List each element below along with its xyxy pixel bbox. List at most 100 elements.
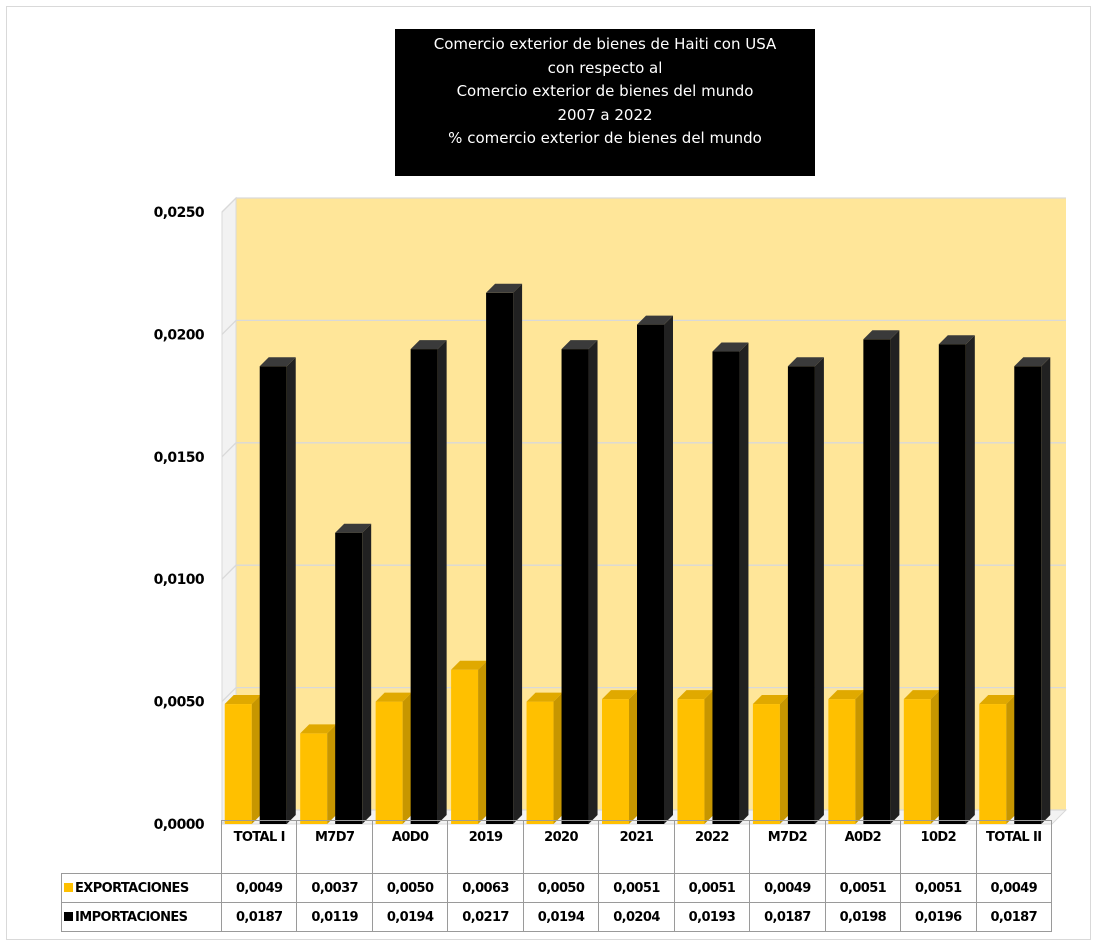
category-header-row: TOTAL I M7D7 A0D0 2019 2020 2021 2022 M7D2 A0D2 1… [62, 820, 1052, 874]
bar-top [938, 335, 975, 345]
y-axis-tick-labels: 0,0000 0,0050 0,0100 0,0150 0,0200 0,0250 [154, 205, 206, 833]
y-tick-label: 0,0250 [154, 205, 205, 221]
bar-exportaciones [300, 724, 337, 824]
bar-front [259, 366, 287, 824]
bar-top [979, 695, 1016, 705]
title-line: % comercio exterior de bienes del mundo [448, 129, 762, 147]
bar-exportaciones [224, 695, 261, 824]
data-cell: 0,0194 [522, 902, 600, 932]
y-tick-label: 0,0100 [154, 572, 205, 588]
bar-exportaciones [526, 692, 563, 824]
bar-side [402, 692, 412, 824]
bar-exportaciones [828, 690, 865, 824]
bar-side [362, 523, 372, 824]
bar-side [327, 724, 337, 824]
bar-front [863, 339, 891, 824]
data-cell: 0,0217 [447, 902, 524, 932]
bar-front [561, 349, 589, 824]
bar-front [787, 366, 815, 824]
bar-front [637, 324, 664, 824]
bar-top [677, 690, 714, 700]
bar-importaciones [410, 340, 447, 824]
title-line: Comercio exterior de bienes del mundo [456, 82, 754, 100]
data-cell: 0,0051 [598, 873, 675, 903]
category-label: 2019 [447, 820, 524, 874]
bar-top [486, 283, 523, 293]
bar-side [588, 340, 598, 824]
bar-side [779, 695, 789, 824]
bar-front [410, 349, 438, 824]
legend-label: EXPORTACIONES [75, 880, 189, 896]
chart-title: Comercio exterior de bienes de Haiti con… [395, 29, 815, 176]
bar-side [437, 340, 447, 824]
bar-front [677, 699, 705, 824]
bar-importaciones [712, 342, 749, 824]
bar-top [828, 690, 865, 700]
y-tick-label: 0,0200 [154, 327, 205, 343]
bar-front [486, 292, 514, 824]
bar-top [903, 690, 940, 700]
category-label: TOTAL I [220, 820, 298, 874]
bar-front [903, 699, 931, 824]
bar-top [602, 690, 638, 700]
category-label: A0D2 [824, 820, 902, 874]
bar-top [712, 342, 749, 352]
bar-top [752, 695, 789, 705]
bar-exportaciones [979, 695, 1016, 824]
bar-exportaciones [602, 690, 638, 824]
bars [224, 283, 1051, 824]
bar-top [259, 357, 296, 367]
data-cell: 0,0194 [371, 902, 449, 932]
bar-top [526, 692, 563, 702]
legend-swatch [64, 882, 73, 892]
category-label: M7D2 [749, 820, 826, 874]
category-label: 2022 [673, 820, 751, 874]
bar-side [890, 330, 900, 824]
data-cell: 0,0187 [749, 902, 826, 932]
legend-label: IMPORTACIONES [75, 909, 188, 925]
data-cell: 0,0204 [598, 902, 675, 932]
bar-front [712, 351, 740, 824]
bar-front [602, 699, 629, 824]
bar-top [224, 695, 261, 705]
category-label: 2020 [522, 820, 600, 874]
y-tick-label: 0,0050 [154, 695, 205, 711]
bar-front [938, 344, 966, 824]
table-corner [62, 821, 222, 874]
category-label: 2021 [598, 820, 675, 874]
bar-side [855, 690, 865, 824]
bar-top [410, 340, 447, 350]
bar-front [752, 704, 780, 824]
bar-front [828, 699, 856, 824]
bar-importaciones [486, 283, 523, 824]
category-label: A0D0 [371, 820, 449, 874]
title-line: 2007 a 2022 [557, 105, 653, 124]
bar-front [224, 704, 252, 824]
data-table: TOTAL I M7D7 A0D0 2019 2020 2021 2022 M7D2 A0D2 1… [61, 820, 1052, 932]
bar-importaciones [938, 335, 975, 824]
y-tick-label: 0,0150 [154, 450, 205, 466]
table-row: IMPORTACIONES 0,0187 0,0119 0,0194 0,0217 0,0… [61, 902, 1052, 932]
data-cell: 0,0119 [296, 902, 373, 932]
bar-top [863, 330, 900, 340]
data-cell: 0,0051 [900, 873, 977, 903]
bar-importaciones [787, 357, 824, 824]
legend-swatch [64, 911, 73, 921]
bar-importaciones [1014, 357, 1051, 824]
bar-top [300, 724, 337, 734]
bar-side [478, 660, 488, 824]
bar-front [300, 733, 328, 824]
bar-top [561, 340, 598, 350]
bar-side [629, 690, 638, 824]
bar-importaciones [637, 315, 673, 824]
data-cell: 0,0037 [296, 873, 373, 903]
category-label: 10D2 [900, 820, 977, 874]
bar-front [1014, 366, 1042, 824]
bar-side [286, 357, 296, 824]
bar-front [451, 669, 479, 824]
bar-side [814, 357, 824, 824]
data-cell: 0,0049 [975, 873, 1052, 903]
data-cell: 0,0187 [975, 902, 1052, 932]
bar-top [637, 315, 673, 325]
